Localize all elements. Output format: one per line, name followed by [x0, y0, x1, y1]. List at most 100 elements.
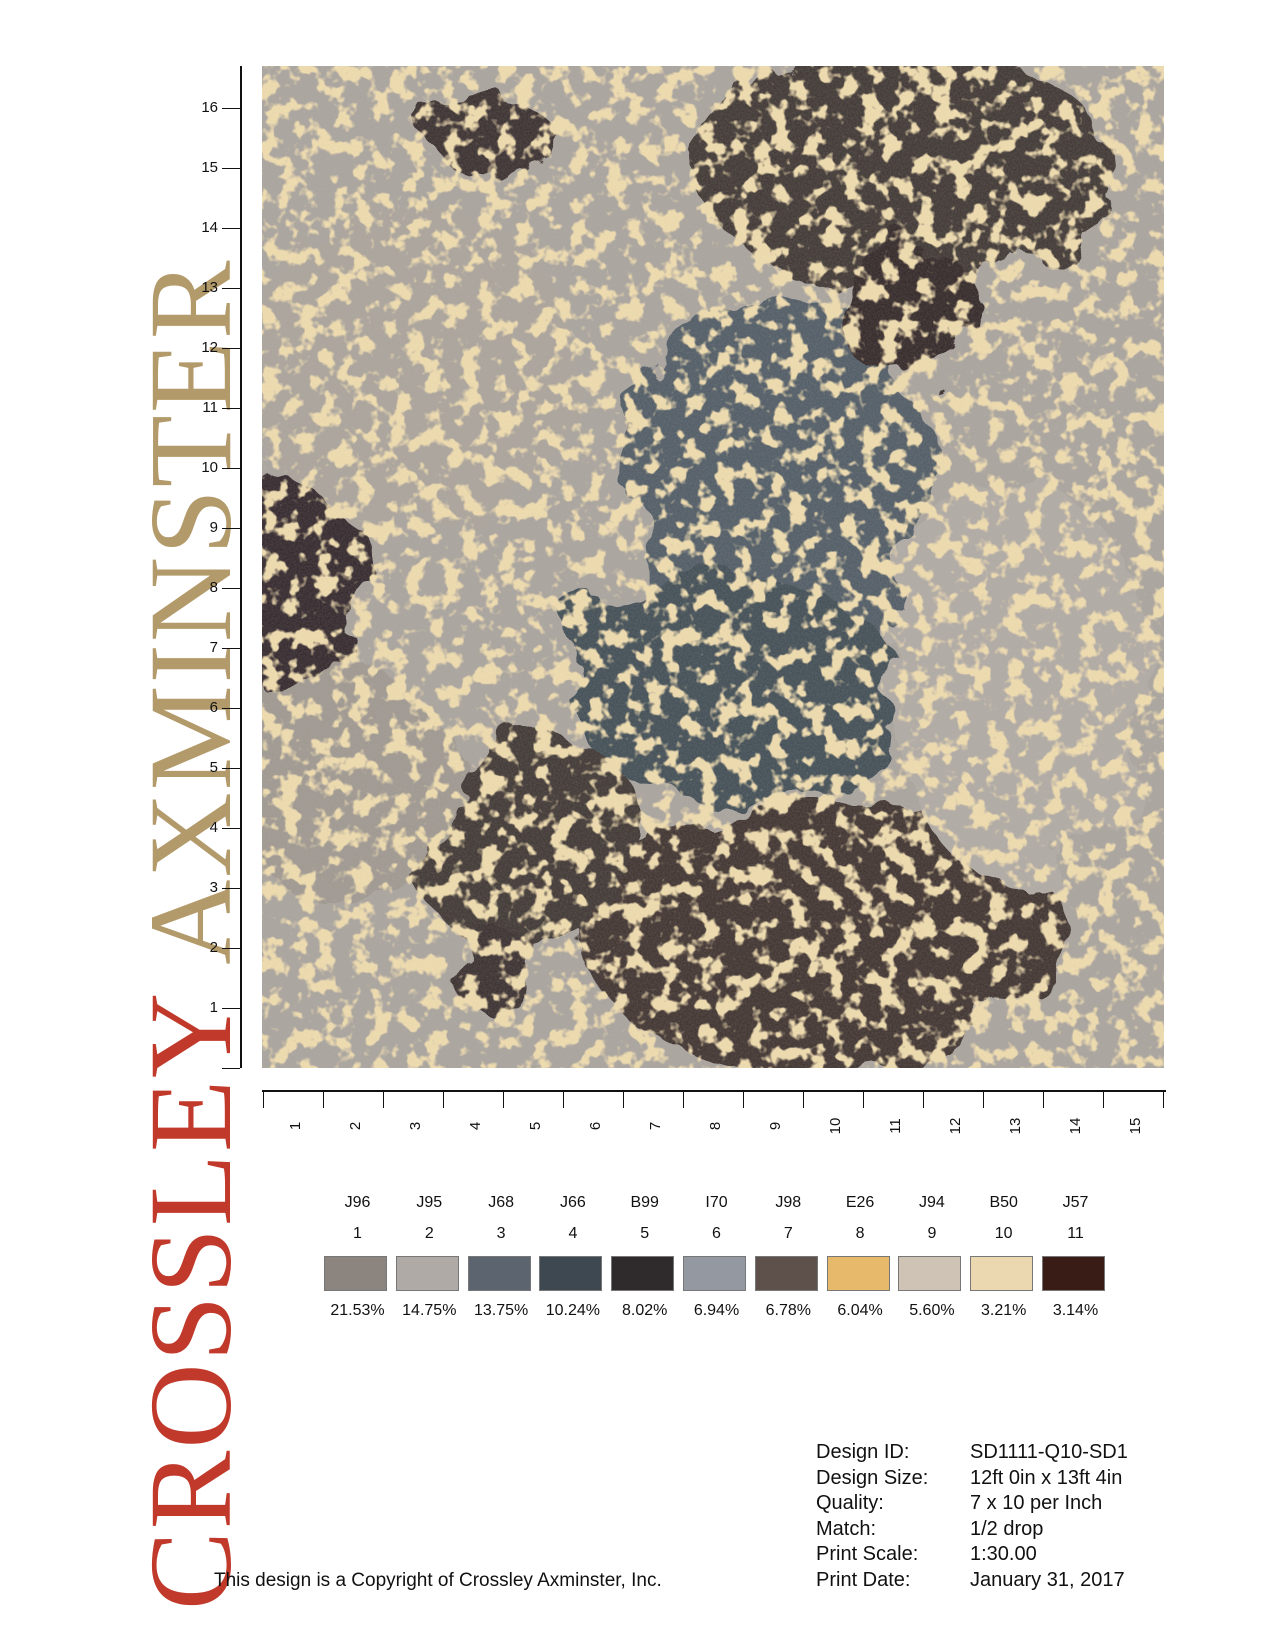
x-tick-label: 8 — [707, 1121, 724, 1131]
detail-row: Print Scale: 1:30.00 — [816, 1542, 1128, 1568]
y-tick — [222, 1068, 240, 1069]
y-tick — [222, 168, 240, 169]
y-tick — [222, 588, 240, 589]
x-tick — [683, 1092, 684, 1108]
x-tick — [1163, 1092, 1164, 1108]
x-tick-label: 10 — [827, 1117, 844, 1135]
y-tick-label: 2 — [209, 939, 218, 956]
detail-label: Design Size: — [816, 1466, 929, 1489]
color-swatch — [467, 1256, 531, 1291]
y-tick — [222, 708, 240, 709]
color-percentage: 13.75% — [473, 1302, 529, 1319]
y-tick — [222, 1008, 240, 1009]
detail-value: 7 x 10 per Inch — [970, 1492, 1103, 1514]
y-tick — [222, 468, 240, 469]
color-code: B99 — [630, 1194, 659, 1211]
y-tick — [222, 288, 240, 289]
x-tick — [263, 1092, 264, 1108]
detail-value: SD1111-Q10-SD1 — [970, 1441, 1128, 1463]
color-percentage: 6.04% — [837, 1302, 883, 1319]
color-swatch — [611, 1256, 675, 1291]
color-swatch — [754, 1256, 818, 1291]
logo-word-axminster: AXMINSTER — [125, 258, 256, 965]
x-tick — [1103, 1092, 1104, 1108]
color-number: 4 — [568, 1225, 578, 1242]
x-tick-label: 6 — [587, 1121, 604, 1131]
y-axis-line — [240, 66, 242, 1068]
color-percentage: 3.14% — [1052, 1302, 1099, 1319]
color-number: 8 — [855, 1225, 865, 1242]
x-tick — [383, 1092, 384, 1108]
color-code: E26 — [845, 1194, 875, 1211]
x-tick-label: 1 — [287, 1121, 304, 1131]
color-code: B50 — [989, 1194, 1018, 1211]
y-tick-label: 1 — [209, 999, 218, 1016]
color-number: 2 — [424, 1225, 434, 1242]
y-tick — [222, 828, 240, 829]
color-swatch — [683, 1256, 746, 1291]
color-swatch — [970, 1256, 1034, 1291]
color-percentage: 8.02% — [622, 1302, 668, 1319]
color-number: 6 — [712, 1225, 721, 1242]
x-tick — [443, 1092, 444, 1108]
color-code: J57 — [1062, 1194, 1089, 1211]
color-number: 7 — [783, 1225, 793, 1242]
detail-value: 12ft 0in x 13ft 4in — [970, 1466, 1123, 1489]
color-code: I70 — [705, 1194, 728, 1211]
color-number: 9 — [927, 1225, 937, 1242]
color-number: 10 — [994, 1225, 1013, 1242]
y-tick-label: 10 — [201, 459, 218, 476]
x-tick-label: 11 — [887, 1118, 904, 1134]
detail-label: Design ID: — [816, 1441, 910, 1463]
color-swatch — [324, 1256, 387, 1291]
x-tick-label: 5 — [527, 1121, 544, 1131]
color-code: J96 — [344, 1194, 371, 1211]
logo-word-crossley: CROSSLEY — [125, 990, 256, 1610]
y-tick-label: 13 — [201, 279, 218, 296]
y-tick-label: 16 — [201, 99, 218, 116]
crossley-axminster-logo: CROSSLEY AXMINSTER — [125, 258, 256, 1610]
color-number: 1 — [353, 1225, 362, 1242]
x-tick-label: 4 — [467, 1121, 484, 1131]
y-tick-label: 14 — [201, 219, 218, 236]
color-number: 11 — [1067, 1225, 1084, 1242]
y-tick-label: 3 — [209, 879, 218, 896]
x-tick — [863, 1092, 864, 1108]
x-tick-label: 14 — [1067, 1117, 1084, 1135]
detail-row: Design Size: 12ft 0in x 13ft 4in — [816, 1466, 1128, 1492]
x-axis-line — [262, 1090, 1166, 1092]
x-tick — [803, 1092, 804, 1108]
detail-label: Print Date: — [816, 1568, 911, 1591]
color-percentage: 21.53% — [330, 1302, 385, 1319]
y-tick-label: 7 — [209, 639, 218, 656]
detail-label: Match: — [816, 1517, 877, 1540]
color-code: J95 — [416, 1194, 443, 1211]
y-tick — [222, 408, 240, 409]
x-tick — [983, 1092, 984, 1108]
detail-value: 1/2 drop — [970, 1517, 1044, 1540]
y-tick-label: 12 — [201, 339, 218, 356]
y-tick — [222, 108, 240, 109]
y-tick — [222, 768, 240, 769]
y-tick-label: 5 — [209, 759, 218, 776]
copyright-notice: This design is a Copyright of Crossley A… — [214, 1570, 662, 1591]
y-tick-label: 4 — [209, 819, 218, 836]
detail-row: Match: 1/2 drop — [816, 1517, 1128, 1543]
x-tick — [563, 1092, 564, 1108]
color-code: J66 — [559, 1194, 586, 1211]
color-percentage: 10.24% — [545, 1302, 601, 1319]
x-tick-label: 9 — [767, 1121, 784, 1131]
y-tick-label: 8 — [209, 579, 218, 596]
x-tick — [623, 1092, 624, 1108]
color-number: 3 — [496, 1225, 506, 1242]
detail-row: Print Date: January 31, 2017 — [816, 1568, 1128, 1594]
y-tick — [222, 648, 240, 649]
color-swatch — [826, 1256, 890, 1291]
y-tick — [222, 888, 240, 889]
color-code: J68 — [488, 1194, 514, 1211]
x-tick — [923, 1092, 924, 1108]
x-tick-label: 3 — [407, 1121, 424, 1131]
color-code: J94 — [918, 1194, 945, 1211]
detail-value: January 31, 2017 — [970, 1568, 1125, 1591]
y-tick — [222, 228, 240, 229]
